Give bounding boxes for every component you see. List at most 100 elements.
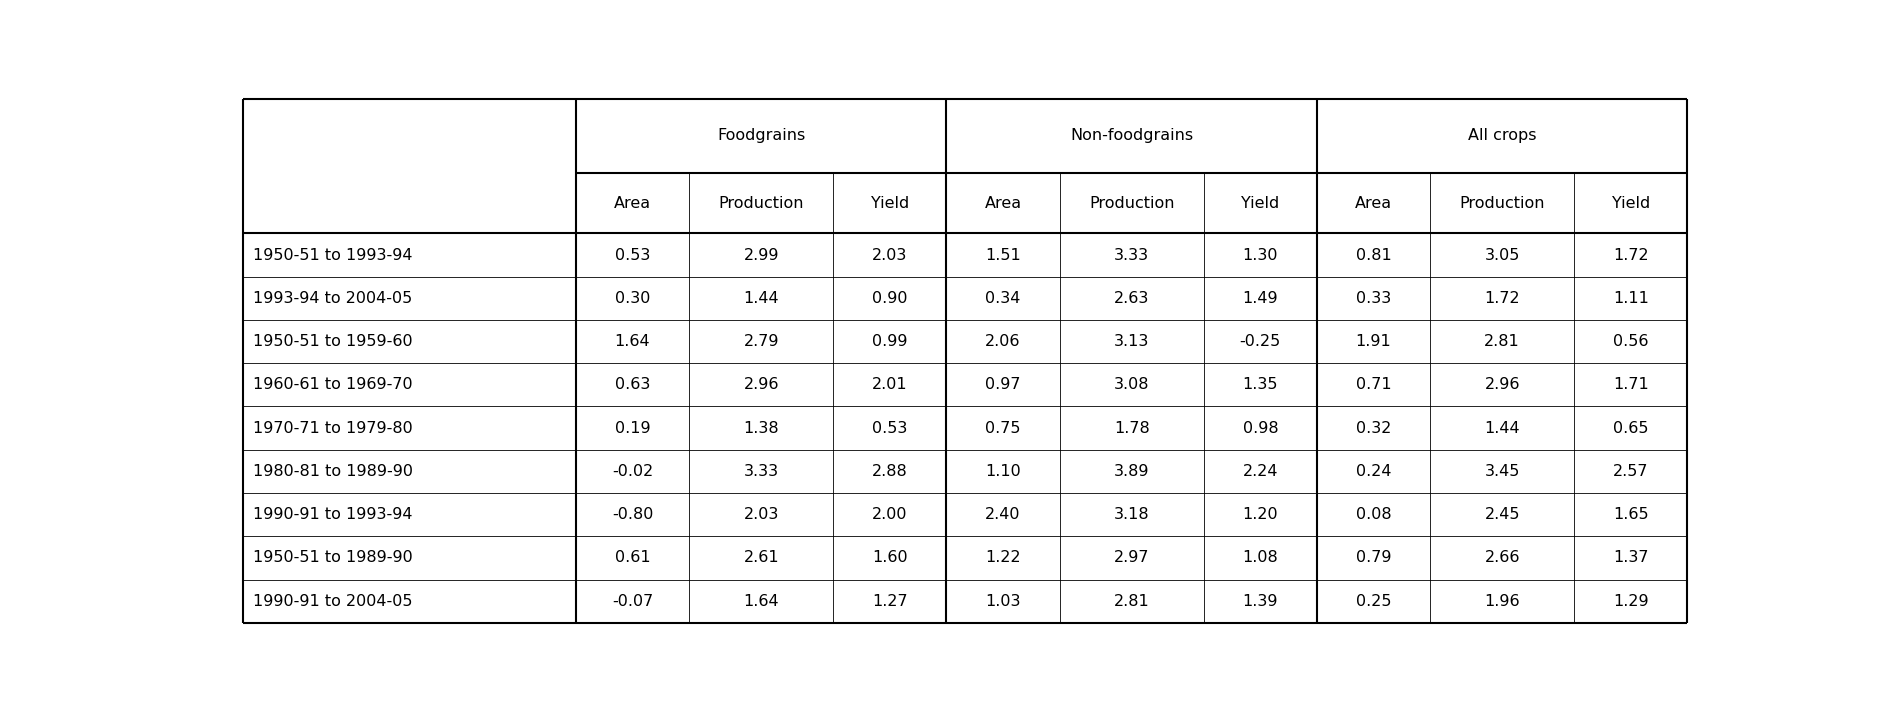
Text: 0.98: 0.98 (1242, 420, 1278, 435)
Text: 1.38: 1.38 (743, 420, 779, 435)
Text: 1990-91 to 1993-94: 1990-91 to 1993-94 (252, 507, 412, 522)
Text: 1950-51 to 1993-94: 1950-51 to 1993-94 (252, 247, 412, 262)
Text: 1.44: 1.44 (1483, 420, 1519, 435)
Text: 2.03: 2.03 (743, 507, 779, 522)
Text: 1.49: 1.49 (1242, 291, 1278, 306)
Text: 2.99: 2.99 (743, 247, 779, 262)
Text: 0.30: 0.30 (615, 291, 649, 306)
Text: Area: Area (614, 196, 651, 211)
Text: 2.96: 2.96 (1483, 377, 1519, 392)
Text: 3.33: 3.33 (743, 464, 779, 479)
Text: -0.02: -0.02 (612, 464, 653, 479)
Text: 2.57: 2.57 (1613, 464, 1649, 479)
Text: -0.07: -0.07 (612, 593, 653, 609)
Text: 0.19: 0.19 (614, 420, 649, 435)
Text: 1.71: 1.71 (1613, 377, 1649, 392)
Text: 2.06: 2.06 (984, 334, 1020, 349)
Text: 0.99: 0.99 (871, 334, 907, 349)
Text: 1993-94 to 2004-05: 1993-94 to 2004-05 (252, 291, 412, 306)
Text: 1990-91 to 2004-05: 1990-91 to 2004-05 (252, 593, 412, 609)
Text: Production: Production (1459, 196, 1543, 211)
Text: 1.72: 1.72 (1483, 291, 1519, 306)
Text: 1.22: 1.22 (984, 550, 1020, 565)
Text: 0.08: 0.08 (1355, 507, 1391, 522)
Text: 1.35: 1.35 (1242, 377, 1278, 392)
Text: 1950-51 to 1989-90: 1950-51 to 1989-90 (252, 550, 412, 565)
Text: Foodgrains: Foodgrains (717, 128, 805, 143)
Text: 1.96: 1.96 (1483, 593, 1519, 609)
Text: 1.64: 1.64 (614, 334, 649, 349)
Text: 1.08: 1.08 (1242, 550, 1278, 565)
Text: 3.18: 3.18 (1114, 507, 1148, 522)
Text: Yield: Yield (869, 196, 909, 211)
Text: 0.32: 0.32 (1355, 420, 1391, 435)
Text: 2.96: 2.96 (743, 377, 779, 392)
Text: 1.39: 1.39 (1242, 593, 1278, 609)
Text: 3.45: 3.45 (1483, 464, 1519, 479)
Text: 0.61: 0.61 (614, 550, 649, 565)
Text: 2.66: 2.66 (1483, 550, 1519, 565)
Text: 1.65: 1.65 (1613, 507, 1649, 522)
Text: 2.01: 2.01 (871, 377, 907, 392)
Text: 3.33: 3.33 (1114, 247, 1148, 262)
Text: Non-foodgrains: Non-foodgrains (1069, 128, 1193, 143)
Text: 1.30: 1.30 (1242, 247, 1278, 262)
Text: 1.72: 1.72 (1613, 247, 1649, 262)
Text: 2.79: 2.79 (743, 334, 779, 349)
Text: 0.79: 0.79 (1355, 550, 1391, 565)
Text: 0.63: 0.63 (615, 377, 649, 392)
Text: 1980-81 to 1989-90: 1980-81 to 1989-90 (252, 464, 412, 479)
Text: 0.65: 0.65 (1613, 420, 1649, 435)
Text: 2.61: 2.61 (743, 550, 779, 565)
Text: 2.88: 2.88 (871, 464, 907, 479)
Text: 2.63: 2.63 (1114, 291, 1148, 306)
Text: 0.24: 0.24 (1355, 464, 1391, 479)
Text: 0.75: 0.75 (984, 420, 1020, 435)
Text: 1.11: 1.11 (1613, 291, 1649, 306)
Text: Production: Production (719, 196, 804, 211)
Text: Yield: Yield (1240, 196, 1278, 211)
Text: 1.64: 1.64 (743, 593, 779, 609)
Text: Area: Area (1355, 196, 1391, 211)
Text: 0.81: 0.81 (1355, 247, 1391, 262)
Text: 0.25: 0.25 (1355, 593, 1391, 609)
Text: 0.97: 0.97 (984, 377, 1020, 392)
Text: -0.25: -0.25 (1238, 334, 1280, 349)
Text: Area: Area (984, 196, 1022, 211)
Text: 1970-71 to 1979-80: 1970-71 to 1979-80 (252, 420, 412, 435)
Text: 2.45: 2.45 (1483, 507, 1519, 522)
Text: 2.81: 2.81 (1483, 334, 1519, 349)
Text: 0.53: 0.53 (871, 420, 907, 435)
Text: 3.13: 3.13 (1114, 334, 1148, 349)
Text: 1.03: 1.03 (984, 593, 1020, 609)
Text: -0.80: -0.80 (612, 507, 653, 522)
Text: Yield: Yield (1611, 196, 1649, 211)
Text: All crops: All crops (1468, 128, 1536, 143)
Text: 0.53: 0.53 (615, 247, 649, 262)
Text: 1950-51 to 1959-60: 1950-51 to 1959-60 (252, 334, 412, 349)
Text: 0.90: 0.90 (871, 291, 907, 306)
Text: 1.20: 1.20 (1242, 507, 1278, 522)
Text: 1.37: 1.37 (1613, 550, 1649, 565)
Text: 1.51: 1.51 (984, 247, 1020, 262)
Text: 3.08: 3.08 (1114, 377, 1148, 392)
Text: 2.40: 2.40 (984, 507, 1020, 522)
Text: 1.78: 1.78 (1114, 420, 1148, 435)
Text: 3.05: 3.05 (1483, 247, 1519, 262)
Text: 1.10: 1.10 (984, 464, 1020, 479)
Text: Production: Production (1088, 196, 1174, 211)
Text: 0.33: 0.33 (1355, 291, 1391, 306)
Text: 1.27: 1.27 (871, 593, 907, 609)
Text: 0.56: 0.56 (1613, 334, 1649, 349)
Text: 1.44: 1.44 (743, 291, 779, 306)
Text: 0.34: 0.34 (984, 291, 1020, 306)
Text: 1.60: 1.60 (871, 550, 907, 565)
Text: 1.29: 1.29 (1613, 593, 1649, 609)
Text: 2.24: 2.24 (1242, 464, 1278, 479)
Text: 2.81: 2.81 (1114, 593, 1148, 609)
Text: 1960-61 to 1969-70: 1960-61 to 1969-70 (252, 377, 412, 392)
Text: 2.97: 2.97 (1114, 550, 1148, 565)
Text: 2.00: 2.00 (871, 507, 907, 522)
Text: 0.71: 0.71 (1355, 377, 1391, 392)
Text: 2.03: 2.03 (871, 247, 907, 262)
